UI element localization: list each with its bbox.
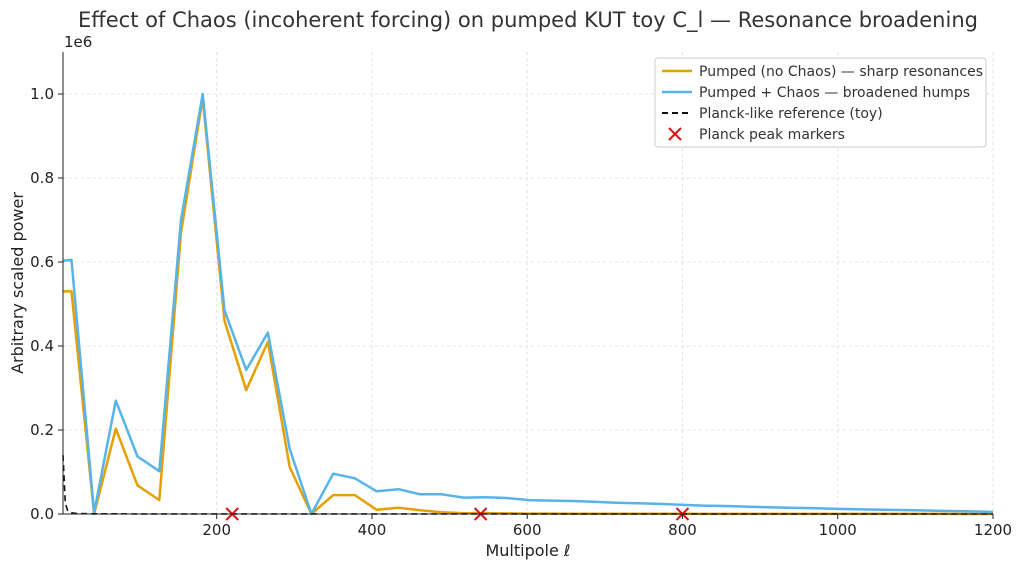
x-tick-label: 600 — [513, 521, 542, 539]
chart-title: Effect of Chaos (incoherent forcing) on … — [78, 8, 978, 33]
y-tick-label: 0.2 — [30, 421, 54, 439]
legend-label-no-chaos: Pumped (no Chaos) — sharp resonances — [699, 64, 983, 80]
y-tick-label: 0.0 — [30, 505, 54, 523]
y-tick-label: 0.6 — [30, 253, 54, 271]
legend-marker-planck-peak — [668, 127, 682, 141]
legend-marker-x-icon — [668, 127, 682, 141]
series-line-chaos — [62, 92, 994, 516]
series-line-planck-reference — [62, 455, 994, 515]
x-tick-label: 800 — [668, 521, 697, 539]
x-tick-label: 400 — [358, 521, 387, 539]
legend-frame — [654, 57, 987, 148]
legend: Pumped (no Chaos) — sharp resonances Pum… — [654, 57, 987, 148]
axes: 200 400 600 800 1000 1200 0.0 0.2 0.4 0.6 0.8 1.0 — [30, 52, 1012, 539]
series-layer — [62, 92, 994, 521]
legend-label-chaos: Pumped + Chaos — broadened humps — [699, 85, 970, 101]
x-tick-label: 1000 — [819, 521, 857, 539]
y-tick-label: 0.4 — [30, 337, 54, 355]
y-offset-label: 1e6 — [64, 33, 92, 51]
x-tick-label: 200 — [202, 521, 231, 539]
series-line-no-chaos — [63, 96, 993, 516]
x-axis-label: Multipole ℓ — [485, 541, 570, 560]
legend-label-planck-peak: Planck peak markers — [699, 127, 845, 143]
x-tick-label: 1200 — [974, 521, 1012, 539]
y-axis-label: Arbitrary scaled power — [8, 192, 27, 374]
legend-label-planck-reference: Planck-like reference (toy) — [699, 106, 883, 122]
y-tick-label: 1.0 — [30, 85, 54, 103]
y-tick-label: 0.8 — [30, 169, 54, 187]
